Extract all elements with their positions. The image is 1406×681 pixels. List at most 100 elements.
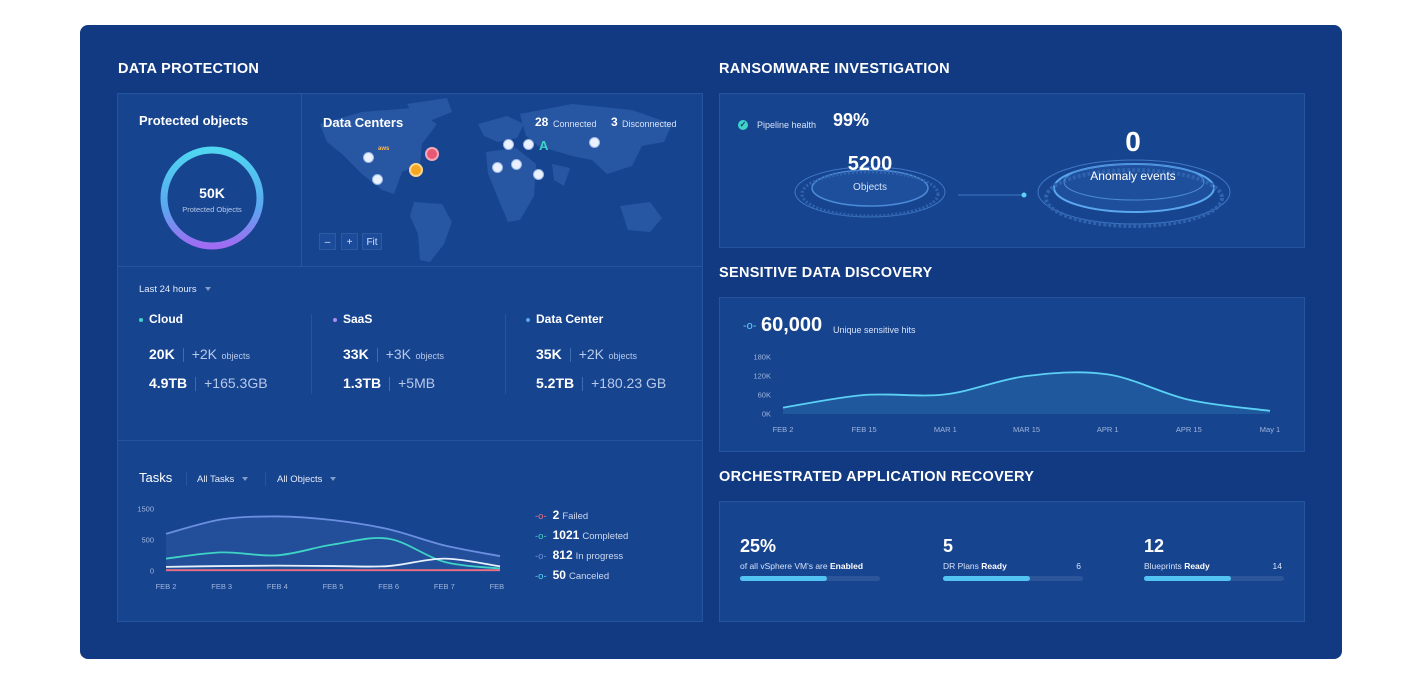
blueprints-progress-bar [1144, 576, 1284, 581]
series-line [782, 371, 1271, 412]
datacenter-marker[interactable] [523, 139, 534, 150]
legend-count: 2 [552, 508, 560, 522]
legend-failed[interactable]: -o- 2 Failed [535, 508, 588, 522]
datacenter-marker[interactable] [503, 139, 514, 150]
source-name: Data Center [536, 312, 604, 326]
progress-fill [740, 576, 827, 581]
enabled-percent-label: of all vSphere VM's are Enabled [740, 561, 863, 571]
objects-filter-dropdown[interactable]: All Objects [277, 474, 337, 485]
x-tick-label: FEB 2 [156, 582, 177, 591]
objects-filter-label: All Objects [277, 474, 323, 485]
label-bold: Ready [1184, 561, 1210, 571]
divider [311, 314, 312, 394]
y-tick-label: 500 [141, 536, 154, 545]
separator [182, 347, 184, 362]
period-dropdown[interactable]: Last 24 hours [139, 284, 211, 295]
y-tick-label: 1500 [137, 505, 154, 514]
x-tick-label: FEB 3 [211, 582, 232, 591]
separator [569, 347, 571, 362]
datacenter-marker[interactable] [363, 152, 374, 163]
source-saas: SaaS [333, 312, 372, 326]
warning-marker[interactable] [409, 163, 423, 177]
legend-canceled[interactable]: -o- 50 Canceled [535, 568, 609, 582]
source-name: SaaS [343, 312, 373, 326]
hits-value: 60,000 [761, 314, 823, 336]
source-cloud: Cloud [139, 312, 183, 326]
x-tick-label: May 1 [1260, 425, 1280, 434]
separator [376, 347, 378, 362]
datacenter-dot-icon [526, 317, 530, 322]
cloud-objects-row: 20K +2K objects [149, 346, 250, 364]
fit-button[interactable]: Fit [362, 233, 382, 250]
legend-count: 812 [552, 548, 573, 562]
objects-unit: objects [221, 351, 250, 361]
divider [118, 266, 702, 267]
enabled-progress-bar [740, 576, 880, 581]
period-label: Last 24 hours [139, 284, 197, 295]
zoom-in-button[interactable]: + [341, 233, 358, 250]
x-tick-label: APR 15 [1176, 425, 1202, 434]
dr-plans-label: DR Plans Ready [943, 561, 1007, 571]
objects-delta: +3K [385, 346, 411, 362]
sensitive-data-title: SENSITIVE DATA DISCOVERY [719, 265, 933, 281]
label-bold: Enabled [829, 561, 864, 571]
datacenter-marker[interactable] [511, 159, 522, 170]
connected-label: Connected [553, 119, 597, 129]
pipeline-health-value: 99% [833, 110, 870, 130]
x-tick-label: FEB 4 [267, 582, 288, 591]
legend-label: Canceled [568, 571, 610, 582]
disconnected-label: Disconnected [622, 119, 677, 129]
dr-plans-value: 5 [943, 536, 954, 556]
datacenter-size-row: 5.2TB +180.23 GB [536, 375, 666, 393]
disconnected-marker[interactable] [425, 147, 439, 161]
legend-completed[interactable]: -o- 1021 Completed [535, 528, 628, 542]
chevron-down-icon [204, 287, 211, 292]
objects-label: Objects [853, 182, 887, 193]
legend-in-progress[interactable]: -o- 812 In progress [535, 548, 623, 562]
ransomware-visual [794, 159, 1231, 228]
x-tick-label: APR 1 [1097, 425, 1119, 434]
y-tick-label: 120K [753, 372, 771, 381]
progress-fill [1144, 576, 1231, 581]
dr-plans-progress-bar [943, 576, 1083, 581]
size-delta: +5MB [398, 375, 436, 391]
label-text: DR Plans [943, 561, 979, 571]
anomaly-events-label: Anomaly events [1090, 169, 1176, 183]
hits-icon: -o- [743, 320, 757, 332]
aws-marker[interactable]: aws [378, 146, 390, 152]
data-protection-panel [117, 93, 703, 622]
tasks-filter-dropdown[interactable]: All Tasks [197, 474, 249, 485]
separator [195, 376, 197, 391]
source-name: Cloud [149, 312, 183, 326]
chevron-down-icon [330, 477, 337, 482]
in-progress-icon: -o- [535, 551, 547, 562]
legend-label: In progress [575, 551, 624, 562]
saas-objects-row: 33K +3K objects [343, 346, 444, 364]
objects-value: 20K [149, 346, 175, 362]
series-line [165, 515, 501, 558]
y-tick-label: 0K [762, 410, 771, 419]
protected-objects-title: Protected objects [139, 113, 249, 128]
datacenter-marker[interactable] [372, 174, 383, 185]
y-tick-label: 0 [150, 567, 154, 576]
progress-fill [943, 576, 1030, 581]
azure-marker[interactable]: A [539, 138, 549, 153]
orchestrated-title: ORCHESTRATED APPLICATION RECOVERY [719, 469, 1035, 485]
datacenter-marker[interactable] [533, 169, 544, 180]
size-value: 4.9TB [149, 375, 188, 391]
objects-unit: objects [415, 351, 444, 361]
zoom-out-button[interactable]: – [319, 233, 336, 250]
protected-objects-value: 50K [199, 185, 225, 201]
protected-objects-ring [160, 146, 264, 250]
divider [118, 440, 702, 441]
completed-icon: -o- [535, 531, 547, 542]
x-tick-label: MAR 15 [1013, 425, 1040, 434]
dr-plans-total: 6 [1076, 561, 1081, 571]
label-bold: Ready [981, 561, 1007, 571]
x-tick-label: FEB 8 [490, 582, 505, 591]
divider [186, 472, 187, 486]
objects-delta: +2K [191, 346, 217, 362]
datacenter-marker[interactable] [589, 137, 600, 148]
cloud-size-row: 4.9TB +165.3GB [149, 375, 268, 393]
datacenter-marker[interactable] [492, 162, 503, 173]
